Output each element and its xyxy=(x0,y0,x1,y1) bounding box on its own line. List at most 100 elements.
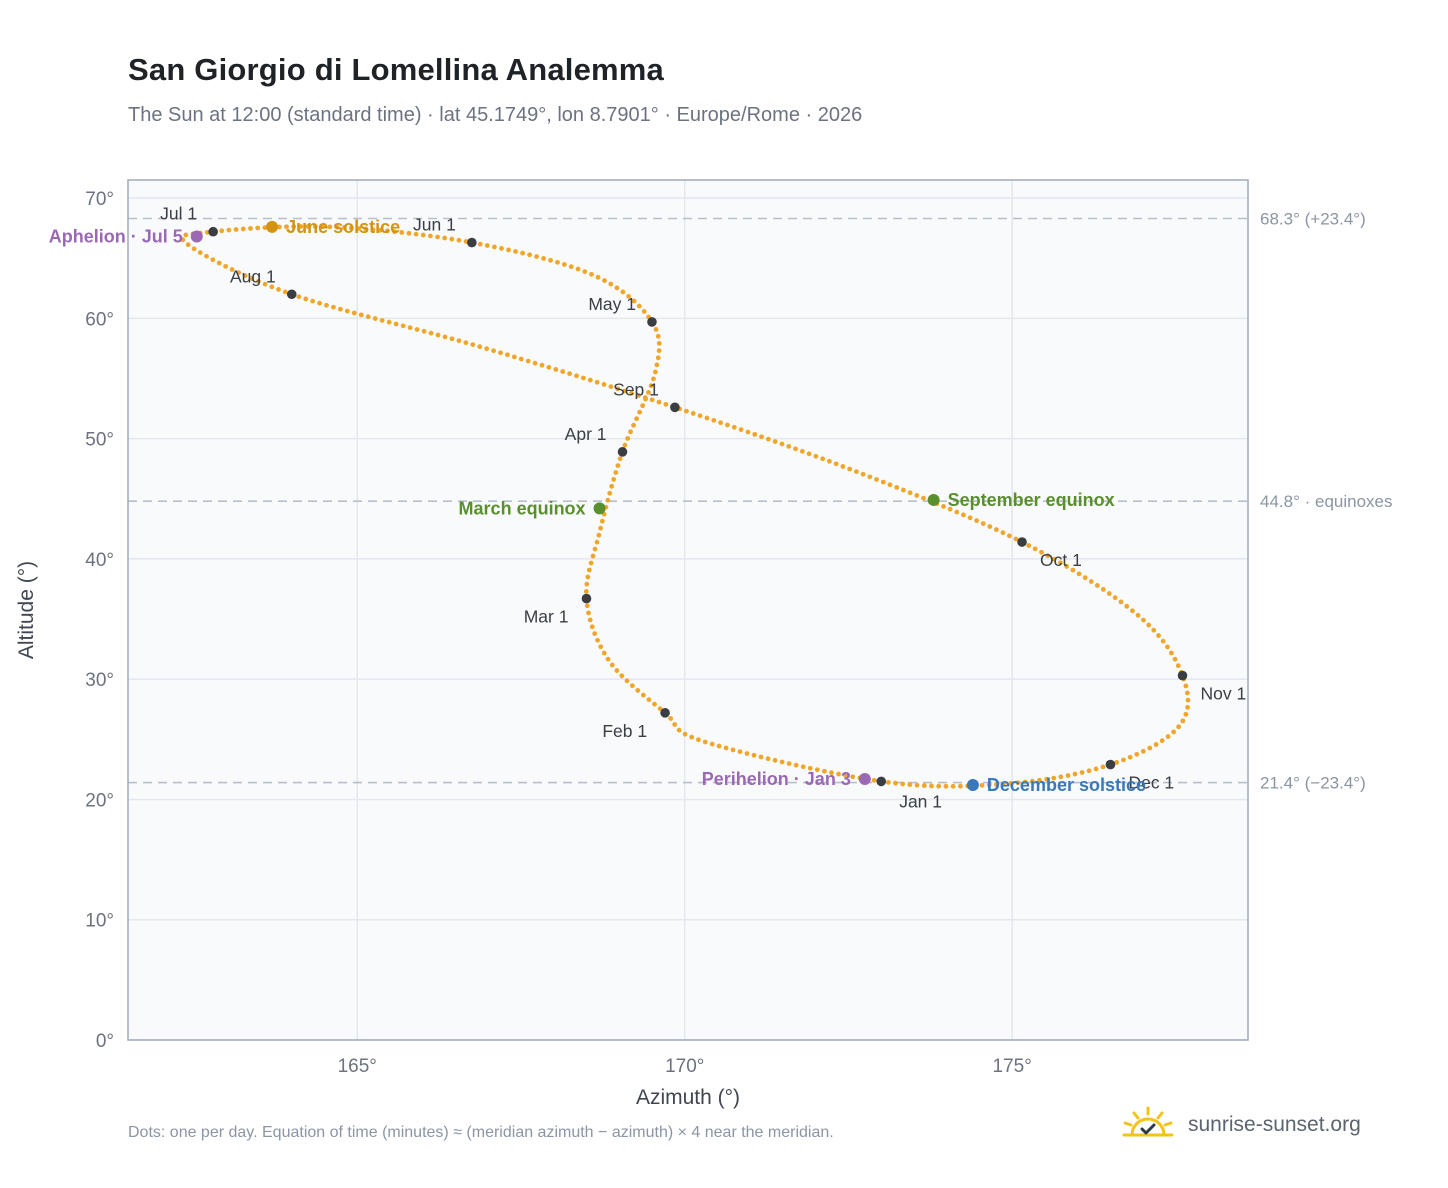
daily-sun-dot xyxy=(477,344,483,350)
daily-sun-dot xyxy=(672,722,678,727)
daily-sun-dot xyxy=(590,553,596,559)
daily-sun-dot xyxy=(312,224,318,229)
daily-sun-dot xyxy=(752,431,758,437)
daily-sun-dot xyxy=(716,743,722,749)
daily-sun-dot xyxy=(560,369,566,374)
daily-sun-dot xyxy=(601,650,607,656)
y-tick-label: 30° xyxy=(85,670,114,691)
daily-sun-dot xyxy=(624,678,630,684)
daily-sun-dot xyxy=(806,451,812,457)
daily-sun-dot xyxy=(772,757,778,763)
daily-sun-dot xyxy=(874,477,879,482)
daily-sun-dot xyxy=(744,751,750,756)
daily-sun-dot xyxy=(413,231,419,237)
daily-sun-dot xyxy=(1008,781,1014,786)
daily-sun-dot xyxy=(1121,757,1126,763)
event-label: December solstice xyxy=(987,775,1146,795)
daily-sun-dot xyxy=(885,779,891,785)
daily-sun-dot xyxy=(620,289,626,295)
daily-sun-dot xyxy=(731,424,737,430)
daily-sun-dot xyxy=(400,323,406,329)
daily-sun-dot xyxy=(1172,656,1178,662)
daily-sun-dot xyxy=(210,257,216,263)
daily-sun-dot xyxy=(317,300,322,306)
daily-sun-dot xyxy=(967,515,973,521)
daily-sun-dot xyxy=(442,334,448,340)
daily-sun-dot xyxy=(637,409,643,415)
daily-sun-dot xyxy=(1022,779,1028,785)
x-axis-title: Azimuth (°) xyxy=(636,1086,740,1109)
daily-sun-dot xyxy=(525,358,531,364)
daily-sun-dot xyxy=(718,420,724,426)
daily-sun-dot xyxy=(987,524,993,529)
daily-sun-dot xyxy=(379,317,385,323)
month-marker xyxy=(581,593,592,604)
daily-sun-dot xyxy=(435,332,441,338)
daily-sun-dot xyxy=(589,624,595,630)
daily-sun-dot xyxy=(456,237,462,243)
daily-sun-dot xyxy=(1058,560,1063,566)
daily-sun-dot xyxy=(786,761,792,766)
reference-line-label: 21.4° (−23.4°) xyxy=(1260,774,1366,793)
daily-sun-dot xyxy=(617,456,623,462)
daily-sun-dot xyxy=(652,369,658,375)
daily-sun-dot xyxy=(233,227,239,232)
daily-sun-dot xyxy=(344,308,350,314)
daily-sun-dot xyxy=(625,436,631,441)
brand[interactable]: sunrise-sunset.org xyxy=(1120,1100,1361,1150)
y-tick-label: 0° xyxy=(96,1031,114,1052)
daily-sun-dot xyxy=(1032,546,1038,552)
daily-sun-dot xyxy=(484,243,490,248)
daily-sun-dot xyxy=(867,474,873,480)
daily-sun-dot xyxy=(384,228,390,234)
daily-sun-dot xyxy=(180,237,186,243)
daily-sun-dot xyxy=(631,298,637,304)
daily-sun-dot xyxy=(1183,711,1189,717)
daily-sun-dot xyxy=(608,281,614,287)
daily-sun-dot xyxy=(492,244,497,250)
daily-sun-dot xyxy=(262,225,268,230)
daily-sun-dot xyxy=(986,782,992,788)
daily-sun-dot xyxy=(583,588,589,594)
daily-sun-dot xyxy=(690,411,696,416)
daily-sun-dot xyxy=(656,341,662,346)
daily-sun-dot xyxy=(370,227,376,233)
daily-sun-dot xyxy=(758,754,764,760)
daily-sun-dot xyxy=(240,226,246,232)
daily-sun-dot xyxy=(907,782,913,788)
daily-sun-dot xyxy=(711,417,717,423)
daily-sun-dot xyxy=(887,482,893,488)
daily-sun-dot xyxy=(725,422,730,428)
daily-sun-dot xyxy=(614,668,620,673)
daily-sun-dot xyxy=(463,340,469,346)
daily-sun-dot xyxy=(914,493,920,498)
daily-sun-dot xyxy=(1159,738,1165,744)
event-marker xyxy=(858,772,871,785)
month-label: Dec 1 xyxy=(1128,773,1174,793)
daily-sun-dot xyxy=(518,356,524,362)
daily-sun-dot xyxy=(656,348,662,354)
daily-sun-dot xyxy=(799,448,805,454)
daily-sun-dot xyxy=(943,783,949,789)
daily-sun-dot xyxy=(979,782,985,788)
daily-sun-dot xyxy=(223,263,229,269)
daily-sun-dot xyxy=(320,224,325,230)
daily-sun-dot xyxy=(255,225,261,231)
daily-sun-dot xyxy=(219,228,225,234)
daily-sun-dot xyxy=(793,762,799,768)
daily-sun-dot xyxy=(609,662,615,668)
daily-sun-dot xyxy=(607,490,613,496)
daily-sun-dot xyxy=(682,731,688,737)
daily-sun-dot xyxy=(365,314,371,320)
daily-sun-dot xyxy=(586,567,592,573)
month-marker xyxy=(876,776,887,787)
daily-sun-dot xyxy=(1185,697,1191,703)
daily-sun-dot xyxy=(1070,567,1076,573)
daily-sun-dot xyxy=(702,739,708,745)
daily-sun-dot xyxy=(351,310,357,316)
daily-sun-dot xyxy=(324,302,329,308)
daily-sun-dot xyxy=(204,253,209,259)
daily-sun-dot xyxy=(1118,599,1124,605)
daily-sun-dot xyxy=(511,354,517,360)
reference-lines: 68.3° (+23.4°) 44.8° · equinoxes 21.4° (−2… xyxy=(128,209,1393,793)
